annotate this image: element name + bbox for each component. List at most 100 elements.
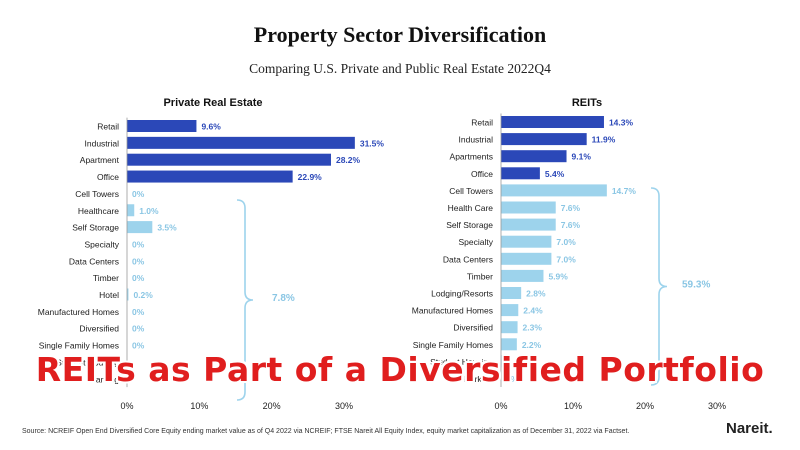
- bar: [501, 355, 504, 368]
- category-label: Specialty: [459, 237, 494, 247]
- category-label: Timber: [467, 271, 493, 281]
- data-label: 0%: [132, 189, 145, 199]
- bar: [501, 252, 552, 265]
- bar: [501, 116, 604, 128]
- bar: [127, 153, 331, 166]
- category-label: Data Centers: [443, 254, 493, 264]
- category-label: Health Care: [448, 203, 494, 213]
- bar: [501, 235, 552, 248]
- category-label: Cell Towers: [449, 186, 493, 196]
- bar: [501, 304, 519, 317]
- category-label: Diversified: [453, 323, 493, 333]
- category-label: Specialty: [85, 239, 120, 249]
- bar: [501, 167, 540, 180]
- category-label: Lodging/Resorts: [431, 289, 493, 299]
- category-label: Healthcare: [78, 206, 119, 216]
- group-bracket: [236, 199, 254, 401]
- data-label: 2.4%: [523, 306, 543, 316]
- x-tick-label: 10%: [190, 401, 208, 411]
- data-label: 0%: [132, 256, 145, 266]
- data-label: 0%: [132, 324, 145, 334]
- data-label: 7.6%: [561, 220, 581, 230]
- data-label: 1.0%: [139, 206, 159, 216]
- x-tick-label: 20%: [636, 401, 654, 411]
- panel-title: REITs: [572, 97, 602, 109]
- data-label: 0%: [132, 273, 145, 283]
- category-label: Manufactured Homes: [38, 307, 119, 317]
- category-label: Office: [471, 169, 493, 179]
- data-label: 3.5%: [157, 223, 177, 233]
- category-label: Single Family Homes: [39, 341, 119, 351]
- nareit-logo: Nareit.: [726, 420, 773, 437]
- bar: [127, 120, 197, 132]
- data-label: 14.3%: [609, 118, 634, 128]
- bar: [127, 204, 135, 217]
- overlay-caption: REITs as Part of a Diversified Portfolio: [35, 350, 765, 389]
- category-label: Industrial: [459, 135, 494, 145]
- category-label: Self Storage: [446, 220, 493, 230]
- category-label: Manufactured Homes: [412, 306, 493, 316]
- category-label: Student Housing: [56, 357, 119, 367]
- x-tick-label: 0%: [120, 401, 133, 411]
- category-label: Data Centers: [69, 256, 119, 266]
- data-label: 2.3%: [523, 323, 543, 333]
- bracket-label: 7.8%: [272, 293, 295, 304]
- data-label: 2.8%: [526, 289, 546, 299]
- data-label: 9.1%: [572, 152, 592, 162]
- x-tick-label: 30%: [708, 401, 726, 411]
- bar: [501, 150, 567, 163]
- data-label: 0%: [506, 374, 519, 384]
- bar: [127, 288, 129, 301]
- chart-title: Property Sector Diversification: [253, 22, 547, 47]
- bar: [501, 218, 556, 231]
- category-label: Cell Towers: [75, 189, 119, 199]
- bar: [501, 201, 556, 214]
- data-label: 5.9%: [548, 271, 568, 281]
- bar: [501, 321, 518, 334]
- data-label: 28.2%: [336, 155, 361, 165]
- data-label: 14.7%: [612, 186, 637, 196]
- bracket-label: 59.3%: [682, 280, 710, 291]
- bar: [501, 133, 587, 146]
- bar: [501, 184, 607, 197]
- data-label: 31.5%: [360, 138, 385, 148]
- source-note: Source: NCREIF Open End Diversified Core…: [22, 428, 630, 435]
- bar: [501, 269, 544, 282]
- category-label: Office: [97, 172, 119, 182]
- category-label: Single Family Homes: [413, 340, 493, 350]
- category-label: Diversified: [79, 324, 119, 334]
- category-label: Retail: [97, 122, 119, 132]
- category-label: Parking: [464, 374, 493, 384]
- group-bracket: [650, 187, 668, 386]
- category-label: Self Storage: [72, 223, 119, 233]
- bar: [501, 287, 522, 299]
- data-label: 0%: [132, 341, 145, 351]
- category-label: Apartment: [80, 155, 120, 165]
- data-label: 7.0%: [556, 254, 576, 264]
- data-label: 11.9%: [592, 135, 616, 145]
- data-label: 0.2%: [133, 290, 153, 300]
- x-tick-label: 0%: [494, 401, 507, 411]
- category-label: Industrial: [85, 138, 120, 148]
- x-tick-label: 30%: [335, 401, 353, 411]
- chart-subtitle: Comparing U.S. Private and Public Real E…: [249, 61, 551, 76]
- data-label: 2.2%: [522, 340, 542, 350]
- x-tick-label: 20%: [263, 401, 281, 411]
- bar: [127, 170, 293, 183]
- category-label: Timber: [93, 273, 119, 283]
- category-label: Hotel: [99, 290, 119, 300]
- data-label: 22.9%: [298, 172, 323, 182]
- category-label: Apartments: [450, 152, 493, 162]
- data-label: 0%: [132, 239, 145, 249]
- data-label: 0%: [132, 307, 145, 317]
- category-label: Retail: [471, 118, 493, 128]
- data-label: 9.6%: [201, 122, 221, 132]
- bar: [127, 136, 355, 149]
- data-label: 7.0%: [556, 237, 576, 247]
- category-label: Parking: [90, 374, 119, 384]
- x-tick-label: 10%: [564, 401, 582, 411]
- bar: [501, 338, 517, 351]
- panel-title: Private Real Estate: [163, 97, 262, 109]
- bar: [127, 221, 153, 234]
